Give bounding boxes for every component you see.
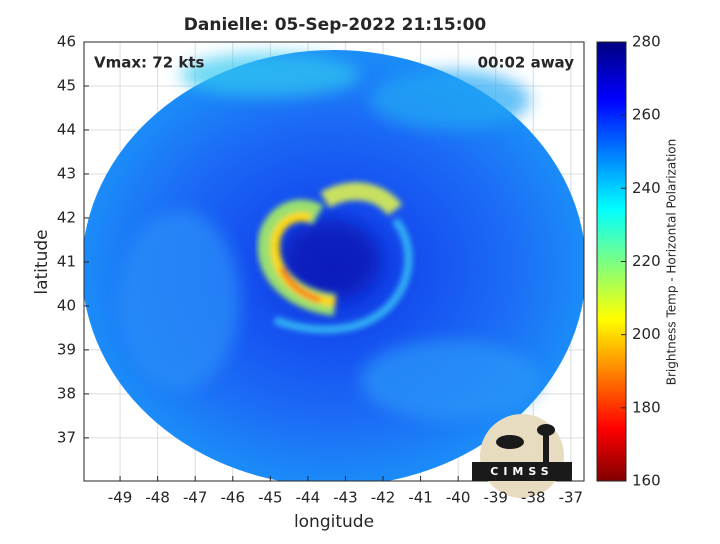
colorbar-tick-label: 220 [632,252,661,270]
logo-text: CIMSS [490,465,553,478]
x-tick-label: -39 [483,489,508,507]
colorbar-tick-label: 200 [632,325,661,343]
x-tick-label: -44 [296,489,321,507]
logo: CIMSS [472,414,572,498]
chart-title: Danielle: 05-Sep-2022 21:15:00 [184,15,487,35]
x-axis-label: longitude [294,512,374,532]
y-tick-label: 42 [57,208,76,226]
colorbar-label: Brightness Temp - Horizontal Polarizatio… [665,139,679,386]
x-tick-label: -47 [183,489,208,507]
x-tick-label: -38 [521,489,546,507]
annotation: Vmax: 72 kts [94,54,204,72]
x-tick-label: -49 [108,489,133,507]
x-tick-label: -37 [559,489,584,507]
y-axis-label: latitude [32,229,52,294]
y-tick-label: 40 [57,296,76,314]
colorbar-tick-label: 280 [632,33,661,51]
y-tick-label: 44 [57,120,76,138]
y-tick-label: 37 [57,428,76,446]
x-tick-label: -42 [371,489,396,507]
y-tick-label: 41 [57,252,76,270]
x-tick-label: -43 [333,489,358,507]
y-tick-label: 45 [57,76,76,94]
colorbar-tick-label: 240 [632,179,661,197]
y-tick-label: 38 [57,384,76,402]
x-tick-label: -40 [446,489,471,507]
x-tick-label: -45 [258,489,283,507]
y-tick-label: 46 [57,33,76,51]
x-tick-label: -41 [408,489,433,507]
y-tick-label: 39 [57,340,76,358]
x-tick-label: -48 [145,489,170,507]
colorbar-tick-label: 160 [632,472,661,490]
y-tick-label: 43 [57,164,76,182]
satellite-image [84,50,584,481]
annotation: 00:02 away [478,54,575,72]
colorbar-tick-label: 260 [632,106,661,124]
colorbar-tick-label: 180 [632,398,661,416]
x-tick-label: -46 [221,489,246,507]
